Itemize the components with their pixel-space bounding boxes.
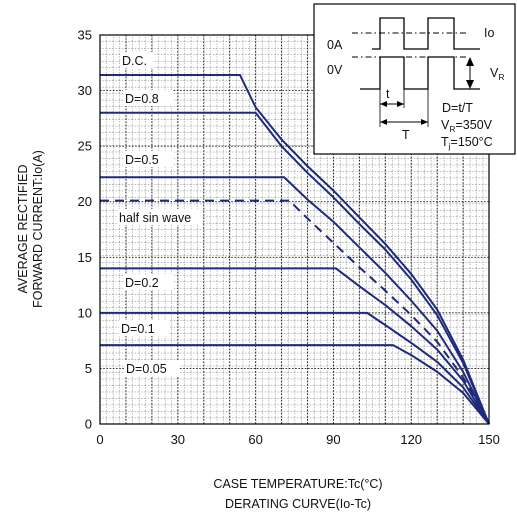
x-tick-labels: 0 30 60 90 120 150	[96, 432, 499, 447]
y-tick-labels: 0 5 10 15 20 25 30 35	[78, 28, 92, 432]
series-line-1	[100, 111, 490, 425]
inset-label-io: Io	[484, 26, 494, 40]
curve-label-bg-dc	[120, 52, 154, 68]
y-tick-label-0: 0	[85, 417, 92, 432]
x-tick-label-0: 0	[96, 432, 103, 447]
curve-label-dc: D.C.	[122, 54, 147, 68]
y-tick-label-4: 20	[78, 194, 92, 209]
x-tick-label-2: 60	[248, 432, 262, 447]
y-tick-label-6: 30	[78, 83, 92, 98]
plot-frame	[99, 34, 490, 425]
x-tick-label-1: 30	[171, 432, 185, 447]
x-tick-label-4: 120	[400, 432, 422, 447]
x-tick-label-3: 90	[326, 432, 340, 447]
y-tick-label-3: 15	[78, 250, 92, 265]
curve-label-bg-d08	[123, 90, 173, 106]
inset-T-arrow-right	[421, 119, 428, 125]
x-tick-label-5: 150	[478, 432, 500, 447]
curve-label-d01: D=0.1	[121, 322, 155, 336]
y-tick-label-7: 35	[78, 28, 92, 43]
curve-label-half-sin-wave: half sin wave	[119, 211, 191, 225]
inset-t-arrow-left	[380, 101, 387, 107]
x-axis-title: CASE TEMPERATURE:Tc(°C)	[213, 477, 382, 491]
series-line-0	[100, 74, 490, 425]
curve-label-d05: D=0.5	[125, 153, 159, 167]
series-line-4	[100, 267, 490, 425]
inset-frame	[313, 3, 516, 155]
chart-caption: DERATING CURVE(Io-Tc)	[225, 497, 371, 511]
inset-label-zero-amp: 0A	[327, 38, 343, 52]
curve-label-bg-halfsin	[117, 209, 201, 225]
inset-label-vr: VR	[490, 66, 504, 82]
y-axis-title-line-1: AVERAGE RECTIFIED	[16, 165, 30, 294]
curve-label-bg-d005	[124, 360, 180, 376]
inset-current-waveform	[372, 17, 480, 50]
y-tick-label-2: 10	[78, 305, 92, 320]
curve-label-bg-d01	[119, 320, 169, 336]
y-axis-title: AVERAGE RECTIFIED FORWARD CURRENT:Io(A)	[16, 150, 45, 308]
inset-label-T-big: T	[402, 128, 410, 142]
inset-label-t-small: t	[386, 87, 390, 101]
y-tick-label-5: 25	[78, 139, 92, 154]
curve-label-d08: D=0.8	[125, 92, 159, 106]
series-line-6	[100, 344, 490, 425]
curve-label-bg-d05	[123, 151, 173, 167]
curve-label-d02: D=0.2	[125, 276, 159, 290]
curve-label-d005: D=0.05	[126, 362, 167, 376]
series-line-2	[100, 176, 490, 425]
inset-t-arrow-right	[397, 101, 404, 107]
y-axis-title-line-2: FORWARD CURRENT:Io(A)	[31, 150, 45, 308]
inset-voltage-waveform	[360, 56, 480, 90]
series-line-3	[100, 199, 490, 425]
inset-label-vr-value: VR=350V	[441, 118, 493, 134]
curve-labels: D.C. D=0.8 D=0.5 half sin wave D=0.2 D=0…	[117, 52, 201, 376]
waveform-inset: 0A Io 0V VR t T D=t/T VR=350V Tj=150°C	[313, 3, 516, 155]
inset-label-zero-volt: 0V	[327, 63, 343, 77]
inset-T-arrow-left	[380, 119, 387, 125]
y-tick-label-1: 5	[85, 361, 92, 376]
inset-vr-arrowhead-down	[466, 80, 474, 89]
inset-vr-arrowhead-up	[466, 57, 474, 66]
inset-label-duty: D=t/T	[442, 101, 473, 115]
curve-label-bg-d02	[123, 274, 173, 290]
series-line-5	[100, 311, 490, 425]
curve-group	[100, 74, 490, 425]
inset-label-tj-value: Tj=150°C	[441, 135, 493, 151]
